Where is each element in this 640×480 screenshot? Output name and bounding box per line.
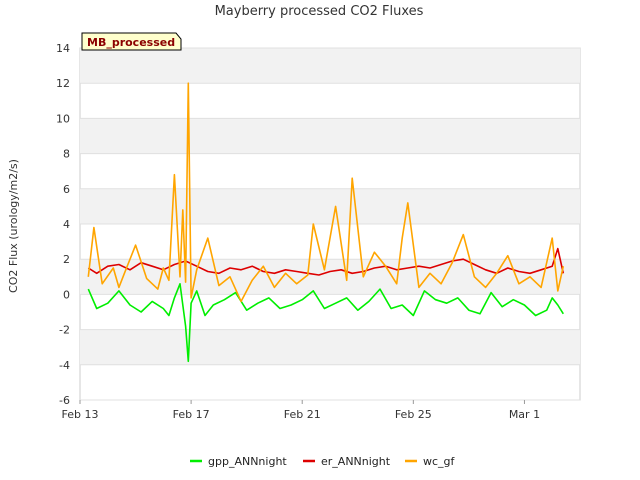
x-tick-label: Feb 13	[62, 408, 99, 421]
plot-band	[80, 259, 580, 295]
y-tick-label: 10	[56, 112, 70, 125]
chart-title: Mayberry processed CO2 Fluxes	[215, 4, 424, 19]
y-tick-label: -6	[59, 394, 70, 407]
y-tick-label: -2	[59, 324, 70, 337]
x-tick-label: Feb 17	[173, 408, 210, 421]
y-tick-label: 14	[56, 42, 70, 55]
y-tick-label: 2	[63, 253, 70, 266]
legend: gpp_ANNnight er_ANNnight wc_gf	[190, 455, 456, 468]
series-line-wc_gf	[87, 82, 565, 303]
plot-band	[80, 118, 580, 154]
y-tick-label: 0	[63, 288, 70, 301]
y-tick-label: 12	[56, 77, 70, 90]
y-axis-ticks: -6 -4 -2 0 2 4 6 8 10 12 14	[56, 42, 70, 407]
legend-label-er_ANNnight: er_ANNnight	[321, 455, 391, 468]
y-tick-label: 8	[63, 148, 70, 161]
series-line-er_ANNnight	[87, 247, 565, 276]
plot-band	[80, 329, 580, 365]
y-tick-label: 6	[63, 183, 70, 196]
plot-band	[80, 48, 580, 84]
x-tick-label: Mar 1	[509, 408, 540, 421]
legend-label-gpp_ANNnight: gpp_ANNnight	[208, 455, 287, 468]
gridlines	[80, 47, 580, 401]
legend-label-wc_gf: wc_gf	[423, 455, 456, 468]
y-axis-label: CO2 Flux (urology/m2/s)	[7, 159, 20, 293]
y-tick-label: -4	[59, 359, 70, 372]
badge: MB_processed	[81, 32, 182, 51]
x-tick-label: Feb 21	[284, 408, 321, 421]
y-tick-label: 4	[63, 218, 70, 231]
series-line-gpp_ANNnight	[87, 283, 564, 363]
plot-band	[80, 188, 580, 224]
x-axis-ticks: Feb 13 Feb 17 Feb 21 Feb 25 Mar 1	[62, 400, 540, 421]
series-layer	[87, 82, 565, 363]
badge-box	[81, 32, 182, 51]
badge-label: MB_processed	[87, 36, 175, 49]
x-tick-label: Feb 25	[395, 408, 432, 421]
